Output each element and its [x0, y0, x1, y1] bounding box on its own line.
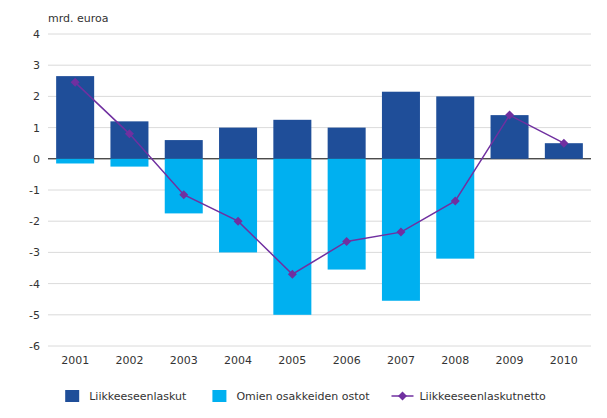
x-tick-label: 2007: [387, 354, 415, 367]
grid-line: [48, 252, 591, 253]
y-tick-label: 2: [33, 90, 40, 103]
marker: [234, 217, 243, 226]
legend-label: Omien osakkeiden ostot: [236, 390, 370, 403]
bar: [382, 92, 420, 159]
y-tick-label: -4: [29, 278, 40, 291]
grid-line: [48, 283, 591, 284]
legend-item: Liikkeeseenlaskutnetto: [391, 390, 546, 403]
x-tick-label: 2002: [115, 354, 143, 367]
x-tick-label: 2006: [333, 354, 361, 367]
legend: Liikkeeseenlaskut Omien osakkeiden ostot L…: [65, 390, 546, 403]
marks: [56, 76, 583, 315]
x-tick-label: 2008: [441, 354, 469, 367]
bar: [56, 76, 94, 159]
bar: [545, 158, 583, 159]
x-tick-label: 2001: [61, 354, 89, 367]
y-tick-label: -6: [29, 340, 40, 353]
line: [75, 82, 564, 274]
marker: [179, 190, 188, 199]
marker: [71, 78, 80, 87]
bar: [491, 158, 529, 159]
bar: [328, 159, 366, 270]
bar: [165, 140, 203, 159]
grid-line: [48, 34, 591, 35]
marker: [288, 270, 297, 279]
bar: [273, 159, 311, 315]
marker: [451, 196, 460, 205]
legend-swatch: [65, 390, 79, 402]
line-series: [71, 78, 569, 279]
chart: -6 -5 -4 -3 -2 -1 0 1 2 3 4 2001 2002 2003 2004 2005 200…: [0, 0, 607, 418]
marker: [559, 139, 568, 148]
bar: [219, 159, 257, 253]
bar: [110, 121, 148, 158]
x-tick-label: 2003: [170, 354, 198, 367]
y-tick-label: -2: [29, 215, 40, 228]
legend-item: Liikkeeseenlaskut: [65, 390, 187, 403]
y-tick-label: -3: [29, 246, 40, 259]
bar-series: [56, 159, 474, 315]
y-tick-label: 1: [33, 122, 40, 135]
marker: [125, 129, 134, 138]
x-tick-label: 2010: [550, 354, 578, 367]
legend-label: Liikkeeseenlaskut: [89, 390, 187, 403]
x-tick-label: 2004: [224, 354, 252, 367]
y-tick-label: -5: [29, 309, 40, 322]
y-axis-label: mrd. euroa: [48, 12, 109, 25]
y-tick-label: 4: [33, 28, 40, 41]
legend-marker: [398, 392, 407, 401]
bar: [219, 128, 257, 159]
page: {"chart_data": {"type": "bar", "ylabel":…: [0, 0, 607, 418]
marker: [505, 111, 514, 120]
y-tick-label: 0: [33, 153, 40, 166]
bar: [56, 159, 94, 164]
bar: [436, 96, 474, 158]
legend-label: Liikkeeseenlaskutnetto: [419, 390, 546, 403]
grid-line: [48, 346, 591, 347]
y-tick-label: -1: [29, 184, 40, 197]
y-tick-label: 3: [33, 59, 40, 72]
marker: [342, 237, 351, 246]
marker: [396, 228, 405, 237]
grid-line: [48, 96, 591, 97]
grid: [48, 34, 591, 346]
bar: [165, 159, 203, 214]
grid-line: [48, 190, 591, 191]
legend-swatch: [212, 390, 226, 402]
grid-line: [48, 221, 591, 222]
axes: -6 -5 -4 -3 -2 -1 0 1 2 3 4 2001 2002 2003 2004 2005 200…: [29, 28, 578, 367]
bar-series: [56, 76, 583, 159]
bar: [273, 120, 311, 159]
bar: [382, 159, 420, 301]
legend-item: Omien osakkeiden ostot: [212, 390, 370, 403]
grid-line: [48, 314, 591, 315]
bar: [110, 159, 148, 167]
x-tick-label: 2009: [496, 354, 524, 367]
bar: [328, 128, 366, 159]
grid-line: [48, 65, 591, 66]
x-tick-label: 2005: [278, 354, 306, 367]
